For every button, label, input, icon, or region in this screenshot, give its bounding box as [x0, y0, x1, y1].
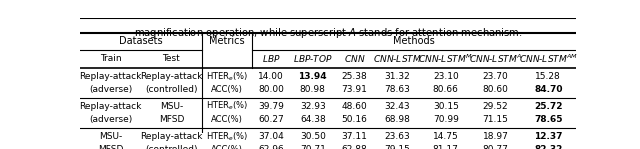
Text: Replay-attack: Replay-attack [79, 102, 141, 111]
Text: $\mathit{CNN}$: $\mathit{CNN}$ [344, 53, 365, 64]
Text: (adverse): (adverse) [89, 115, 132, 124]
Text: $\mathit{CNN}$-$\mathit{LSTM}^{AM}$: $\mathit{CNN}$-$\mathit{LSTM}^{AM}$ [518, 52, 578, 65]
Text: MFSD: MFSD [98, 145, 123, 149]
Text: 73.91: 73.91 [341, 85, 367, 94]
Text: Train: Train [100, 54, 122, 63]
Text: 80.98: 80.98 [300, 85, 326, 94]
Text: (controlled): (controlled) [145, 85, 198, 94]
Text: 23.10: 23.10 [433, 72, 459, 81]
Text: 32.93: 32.93 [300, 102, 326, 111]
Text: MFSD: MFSD [159, 115, 184, 124]
Text: 68.98: 68.98 [385, 115, 410, 124]
Text: 80.00: 80.00 [259, 85, 284, 94]
Text: (adverse): (adverse) [89, 85, 132, 94]
Text: 64.38: 64.38 [300, 115, 326, 124]
Text: 71.15: 71.15 [483, 115, 509, 124]
Text: MSU-: MSU- [160, 102, 183, 111]
Text: HTER$_e$(%): HTER$_e$(%) [205, 130, 248, 143]
Text: $\mathit{CNN}$-$\mathit{LSTM}^{M}$: $\mathit{CNN}$-$\mathit{LSTM}^{M}$ [419, 52, 473, 65]
Text: 14.00: 14.00 [259, 72, 284, 81]
Text: 30.15: 30.15 [433, 102, 459, 111]
Text: HTER$_e$(%): HTER$_e$(%) [205, 70, 248, 83]
Text: 70.71: 70.71 [300, 145, 326, 149]
Text: 81.17: 81.17 [433, 145, 459, 149]
Text: Test: Test [163, 54, 180, 63]
Text: 79.15: 79.15 [385, 145, 410, 149]
Text: 80.66: 80.66 [433, 85, 459, 94]
Text: ACC(%): ACC(%) [211, 85, 243, 94]
Text: 62.96: 62.96 [259, 145, 284, 149]
Text: 70.99: 70.99 [433, 115, 459, 124]
Text: 62.88: 62.88 [342, 145, 367, 149]
Text: $\mathit{LBP}$-$\mathit{TOP}$: $\mathit{LBP}$-$\mathit{TOP}$ [293, 53, 333, 64]
Text: HTER$_e$(%): HTER$_e$(%) [205, 100, 248, 112]
Text: Replay-attack: Replay-attack [79, 72, 141, 81]
Text: 29.52: 29.52 [483, 102, 508, 111]
Text: 18.97: 18.97 [483, 132, 509, 141]
Text: 39.79: 39.79 [259, 102, 284, 111]
Text: 84.70: 84.70 [534, 85, 563, 94]
Text: $\mathit{CNN}$-$\mathit{LSTM}$: $\mathit{CNN}$-$\mathit{LSTM}$ [373, 53, 422, 64]
Text: MSU-: MSU- [99, 132, 122, 141]
Text: 37.04: 37.04 [259, 132, 284, 141]
Text: 12.37: 12.37 [534, 132, 563, 141]
Text: Datasets: Datasets [119, 36, 163, 46]
Text: 60.27: 60.27 [259, 115, 284, 124]
Text: 13.94: 13.94 [298, 72, 327, 81]
Text: Replay-attack: Replay-attack [140, 72, 203, 81]
Text: 23.63: 23.63 [385, 132, 410, 141]
Text: (controlled): (controlled) [145, 145, 198, 149]
Text: 15.28: 15.28 [536, 72, 561, 81]
Text: 25.38: 25.38 [342, 72, 367, 81]
Text: 78.65: 78.65 [534, 115, 563, 124]
Text: 50.16: 50.16 [341, 115, 367, 124]
Text: 78.63: 78.63 [385, 85, 410, 94]
Text: 31.32: 31.32 [385, 72, 410, 81]
Text: 23.70: 23.70 [483, 72, 509, 81]
Text: Methods: Methods [393, 36, 435, 46]
Text: 82.32: 82.32 [534, 145, 563, 149]
Text: ACC(%): ACC(%) [211, 115, 243, 124]
Text: $\mathit{LBP}$: $\mathit{LBP}$ [262, 53, 280, 64]
Text: 80.77: 80.77 [483, 145, 509, 149]
Text: ACC(%): ACC(%) [211, 145, 243, 149]
Text: magnification operation, while superscript $A$ stands for attention mechanism.: magnification operation, while superscri… [134, 26, 522, 40]
Text: 25.72: 25.72 [534, 102, 563, 111]
Text: $\mathit{CNN}$-$\mathit{LSTM}^{A}$: $\mathit{CNN}$-$\mathit{LSTM}^{A}$ [469, 52, 522, 65]
Text: 32.43: 32.43 [385, 102, 410, 111]
Text: 30.50: 30.50 [300, 132, 326, 141]
Text: 80.60: 80.60 [483, 85, 509, 94]
Text: 14.75: 14.75 [433, 132, 459, 141]
Text: 48.60: 48.60 [342, 102, 367, 111]
Text: Metrics: Metrics [209, 36, 244, 46]
Text: 37.11: 37.11 [341, 132, 367, 141]
Text: Replay-attack: Replay-attack [140, 132, 203, 141]
